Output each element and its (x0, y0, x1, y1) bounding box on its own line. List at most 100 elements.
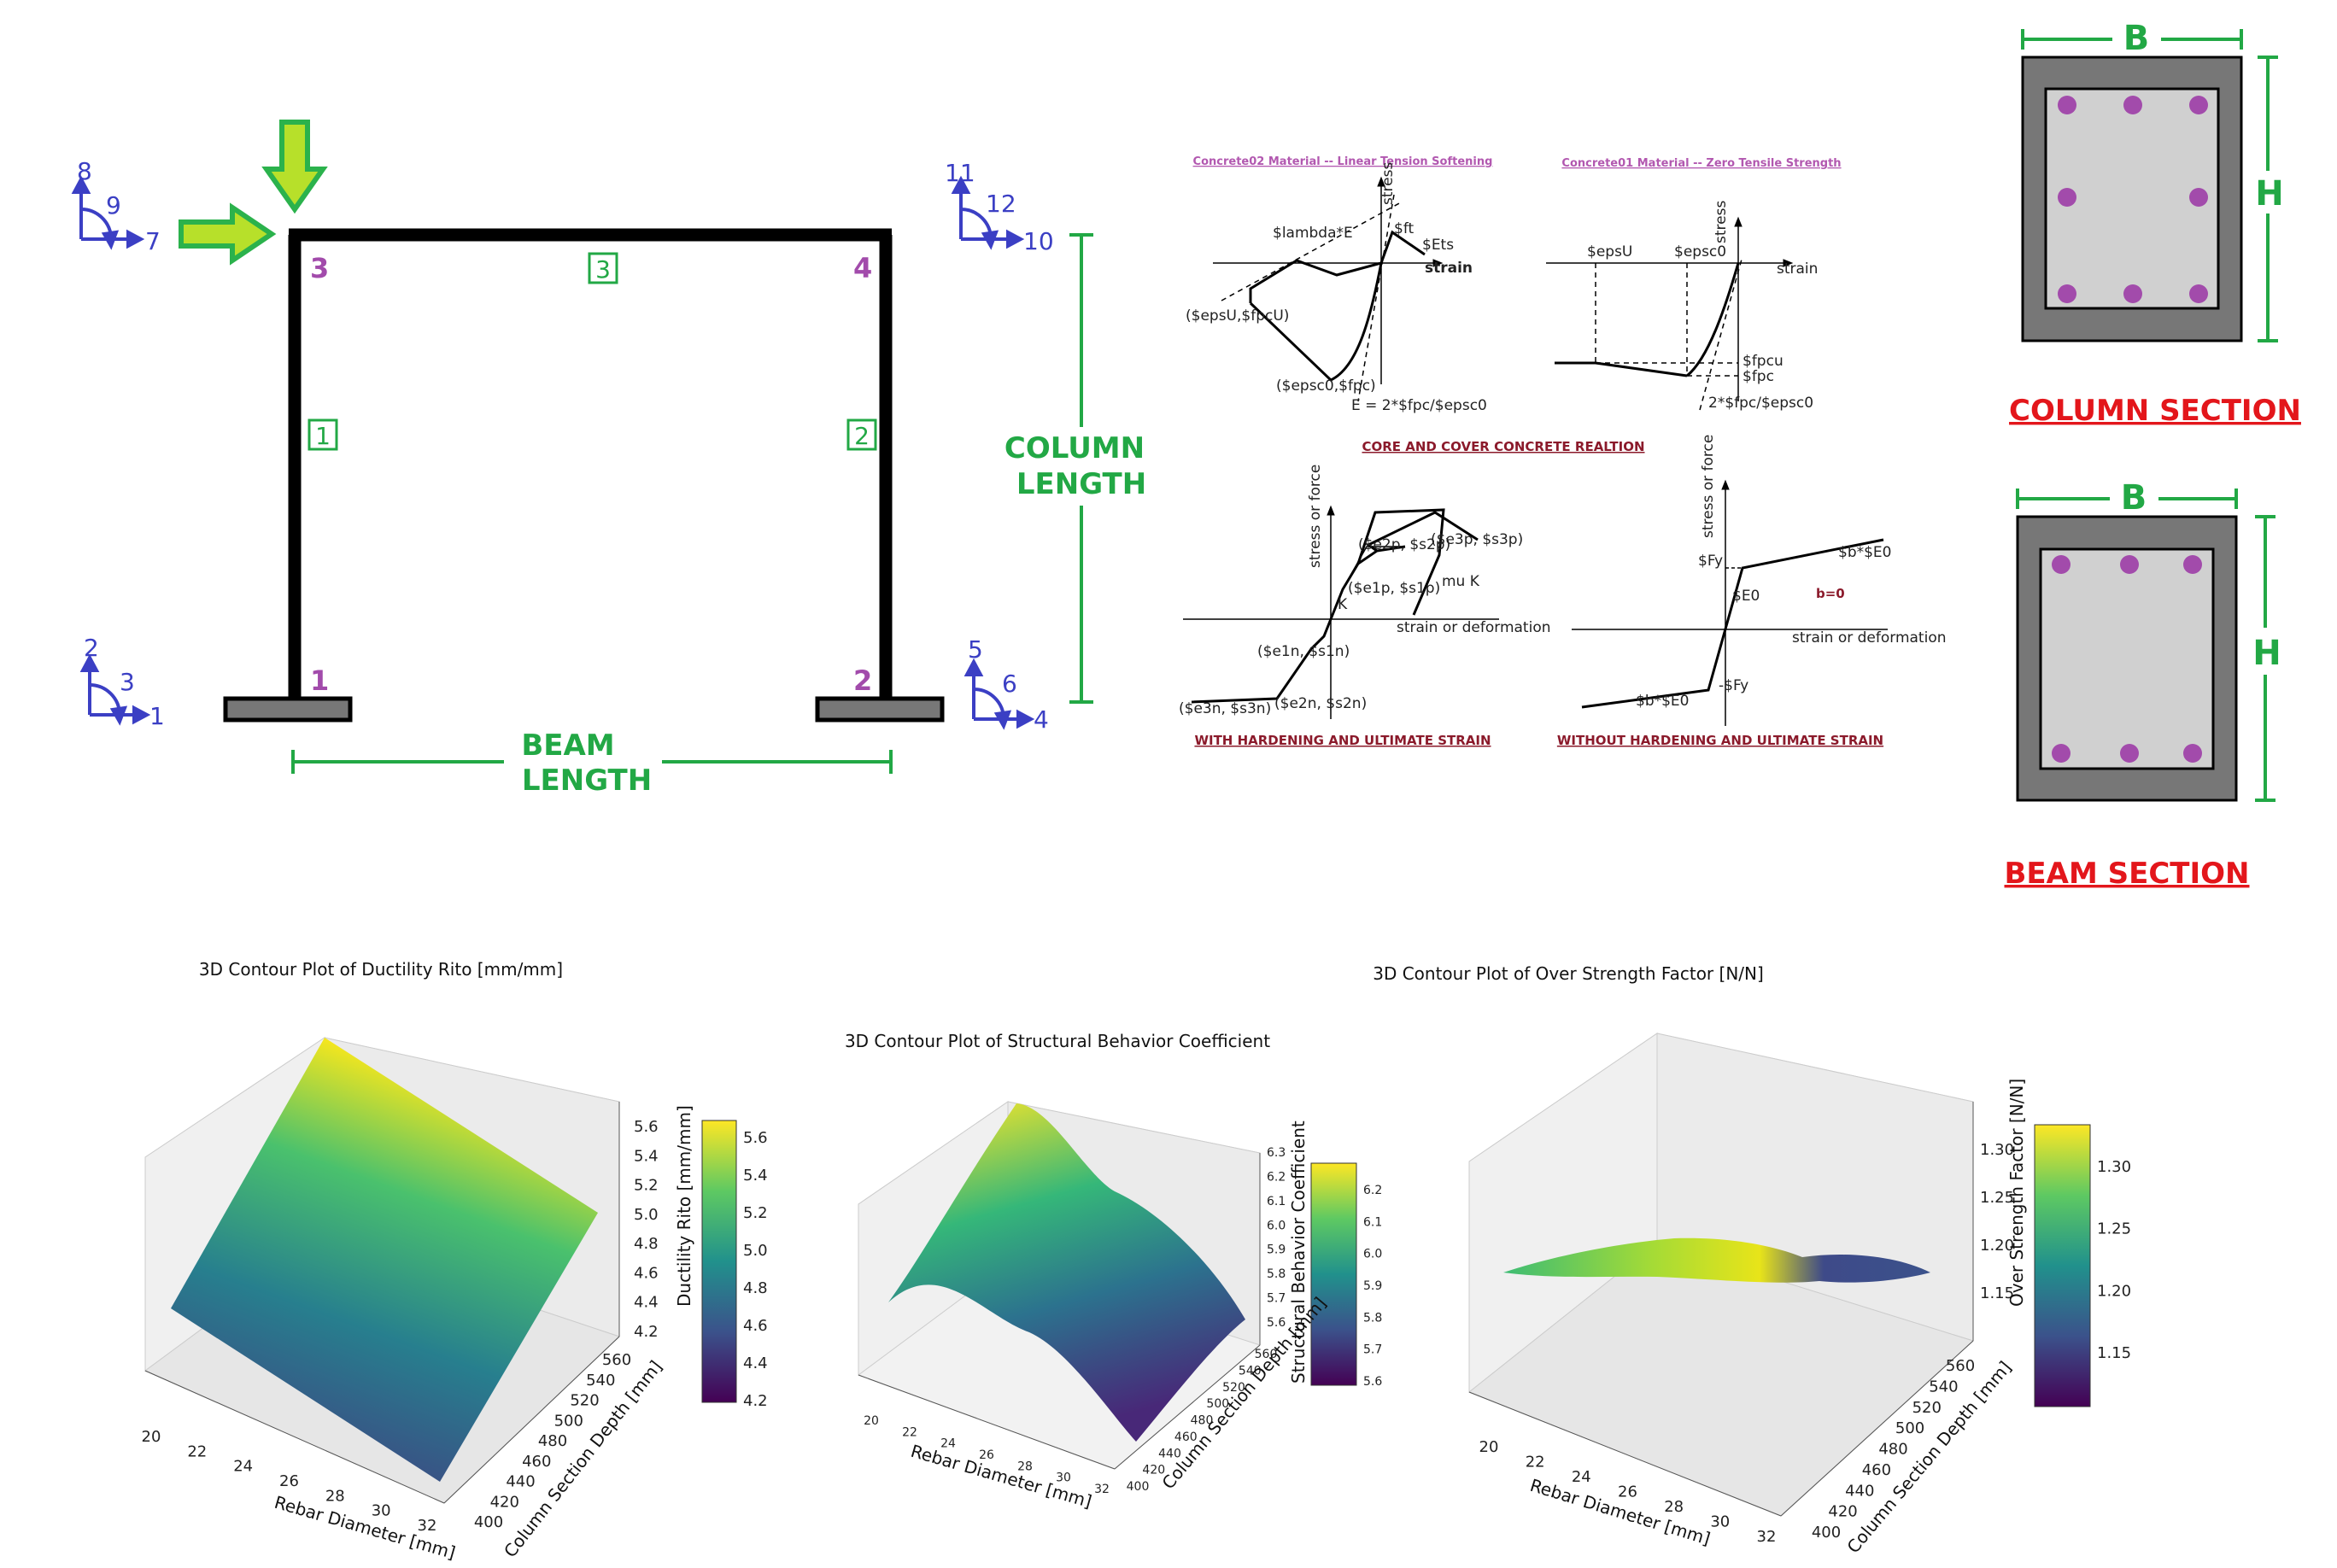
plot2-z-tick-6: 6.2 (1267, 1170, 1286, 1184)
plot2-x-tick-0: 20 (864, 1414, 879, 1428)
c02-epsu-label: ($epsU,$fpcU) (1186, 307, 1289, 325)
sh-e2n-label: ($e2n, $s2n) (1274, 695, 1367, 712)
c01-fpcu-label: $fpcu (1742, 353, 1784, 370)
plot2-x-tick-3: 26 (979, 1448, 994, 1462)
plot2-y-tick-1: 420 (1142, 1464, 1165, 1477)
dof-3: 3 (120, 668, 135, 696)
column-h-label: H (2255, 174, 2283, 214)
plot3-zlabel: Over Strength Factor [N/N] (2006, 1079, 2027, 1307)
plot1-x-tick-2: 24 (233, 1458, 253, 1476)
plot3-y-tick-8: 560 (1946, 1357, 1975, 1375)
plot2-z-tick-5: 6.1 (1267, 1195, 1286, 1208)
concrete02-diagram (1213, 176, 1444, 402)
dof-glyph-node2 (964, 658, 1035, 730)
snh-nfy-label: -$Fy (1719, 677, 1748, 694)
plot2-cbar-tick-3: 5.9 (1363, 1279, 1382, 1293)
plot1-x-tick-5: 30 (372, 1502, 391, 1520)
plot3-x-ticks: 20 22 24 26 28 30 32 (1479, 1438, 1777, 1546)
element-labels: 1 2 3 (308, 252, 877, 451)
snh-be0-label: $b*$E0 (1838, 544, 1891, 561)
column-section (2021, 29, 2278, 342)
plot2-colorbar (1310, 1162, 1357, 1386)
sh-ke-label: K (1338, 596, 1348, 613)
steel-hardening-caption: WITH HARDENING AND ULTIMATE STRAIN (1194, 733, 1491, 748)
plot1-cbar-tick-1: 4.4 (743, 1354, 768, 1372)
plot3-colorbar (2034, 1124, 2091, 1407)
concrete01-title: Concrete01 Material -- Zero Tensile Stre… (1561, 157, 1841, 170)
snh-y-label: stress or force (1700, 435, 1717, 538)
dof-12: 12 (986, 190, 1016, 218)
plot2-cbar-tick-4: 6.0 (1363, 1248, 1382, 1261)
beam-length-dimension (291, 750, 893, 774)
plot2-y-tick-6: 520 (1222, 1381, 1245, 1395)
plot-overstrength: 3D Contour Plot of Over Strength Factor … (1373, 963, 2091, 1517)
column-length-label-1: COLUMN (1004, 431, 1145, 465)
plot2-cbar-tick-0: 5.6 (1363, 1375, 1382, 1389)
plot3-x-tick-0: 20 (1479, 1438, 1499, 1456)
column-length-label-2: LENGTH (1016, 467, 1146, 501)
snh-x-label: strain or deformation (1792, 629, 1947, 647)
plot1-cbar-tick-6: 5.4 (743, 1167, 768, 1185)
plot3-y-tick-3: 460 (1862, 1461, 1891, 1479)
c01-epsc0-label: $epsc0 (1674, 243, 1726, 260)
plot1-z-tick-3: 4.8 (634, 1235, 659, 1253)
plot2-x-tick-4: 28 (1017, 1460, 1033, 1473)
plot3-y-tick-5: 500 (1895, 1419, 1924, 1437)
plot3-cbar-tick-3: 1.30 (2097, 1158, 2131, 1176)
beam-section-title: BEAM SECTION (2005, 857, 2250, 891)
plot3-y-tick-0: 400 (1812, 1524, 1841, 1542)
plot1-z-tick-4: 5.0 (634, 1206, 659, 1224)
plot3-z-tick-1: 1.20 (1980, 1237, 2014, 1255)
sh-y-label: stress or force (1307, 465, 1324, 568)
plot1-y-tick-8: 560 (602, 1351, 631, 1369)
dof-7: 7 (145, 227, 161, 255)
concrete01-diagram (1546, 216, 1794, 411)
dof-glyph-node1 (79, 653, 151, 726)
plot1-z-ticks: 4.2 4.4 4.6 4.8 5.0 5.2 5.4 5.6 (634, 1118, 659, 1341)
plot3-y-tick-7: 540 (1929, 1378, 1958, 1395)
c01-fpc-label: $fpc (1742, 368, 1774, 385)
node-1-label: 1 (310, 664, 329, 697)
plot2-zlabel: Structural Behavior Coefficient (1288, 1120, 1309, 1384)
sh-x-label: strain or deformation (1397, 619, 1551, 636)
beam-section (2016, 489, 2276, 802)
dof-4: 4 (1034, 705, 1049, 734)
beam-length-label-2: LENGTH (522, 764, 652, 798)
plot3-x-tick-3: 26 (1618, 1483, 1637, 1501)
plot1-x-tick-3: 26 (279, 1472, 299, 1490)
plot1-zlabel: Ductility Rito [mm/mm] (674, 1105, 694, 1307)
dof-10: 10 (1023, 227, 1054, 255)
plot1-y-tick-6: 520 (570, 1392, 599, 1410)
element-3-label: 3 (595, 255, 611, 284)
plot2-z-tick-4: 6.0 (1267, 1219, 1286, 1232)
plot2-surface (888, 1103, 1245, 1442)
plot3-z-tick-2: 1.25 (1980, 1189, 2014, 1207)
plot2-z-tick-7: 6.3 (1267, 1146, 1286, 1160)
sh-e3n-label: ($e3n, $s3n) (1179, 700, 1271, 717)
plot2-cbar-tick-1: 5.7 (1363, 1343, 1382, 1357)
plot2-z-tick-1: 5.7 (1267, 1292, 1286, 1306)
plot1-cbar-ticks: 4.2 4.4 4.6 4.8 5.0 5.2 5.4 5.6 (743, 1129, 768, 1410)
load-arrows (179, 120, 328, 266)
plot1-cbar-tick-0: 4.2 (743, 1392, 768, 1410)
column-b-label: B (2123, 19, 2150, 58)
plot1-y-tick-2: 440 (506, 1473, 535, 1491)
sh-e3p-label: ($e3p, $s3p) (1431, 531, 1523, 548)
plot2-y-tick-3: 460 (1174, 1431, 1198, 1444)
sh-e2p-label: ($e2p, $s2p) (1358, 536, 1450, 553)
plot2-x-tick-1: 22 (902, 1425, 917, 1439)
c02-stress-label: stress (1379, 162, 1397, 205)
plot1-x-ticks: 20 22 24 26 28 30 32 (142, 1428, 437, 1535)
beam-h-label: H (2252, 634, 2281, 673)
plot3-cbar-tick-0: 1.15 (2097, 1344, 2131, 1362)
c02-strain-label: strain (1425, 260, 1473, 277)
plot1-y-tick-1: 420 (490, 1493, 519, 1511)
plot2-z-tick-0: 5.6 (1267, 1316, 1286, 1330)
plot1-cbar-tick-5: 5.2 (743, 1204, 768, 1222)
dof-8: 8 (77, 157, 92, 185)
beam-b-label: B (2121, 478, 2147, 518)
plot2-z-tick-2: 5.8 (1267, 1267, 1286, 1281)
plot3-surface (1503, 1237, 1930, 1283)
portal-frame (223, 228, 945, 723)
